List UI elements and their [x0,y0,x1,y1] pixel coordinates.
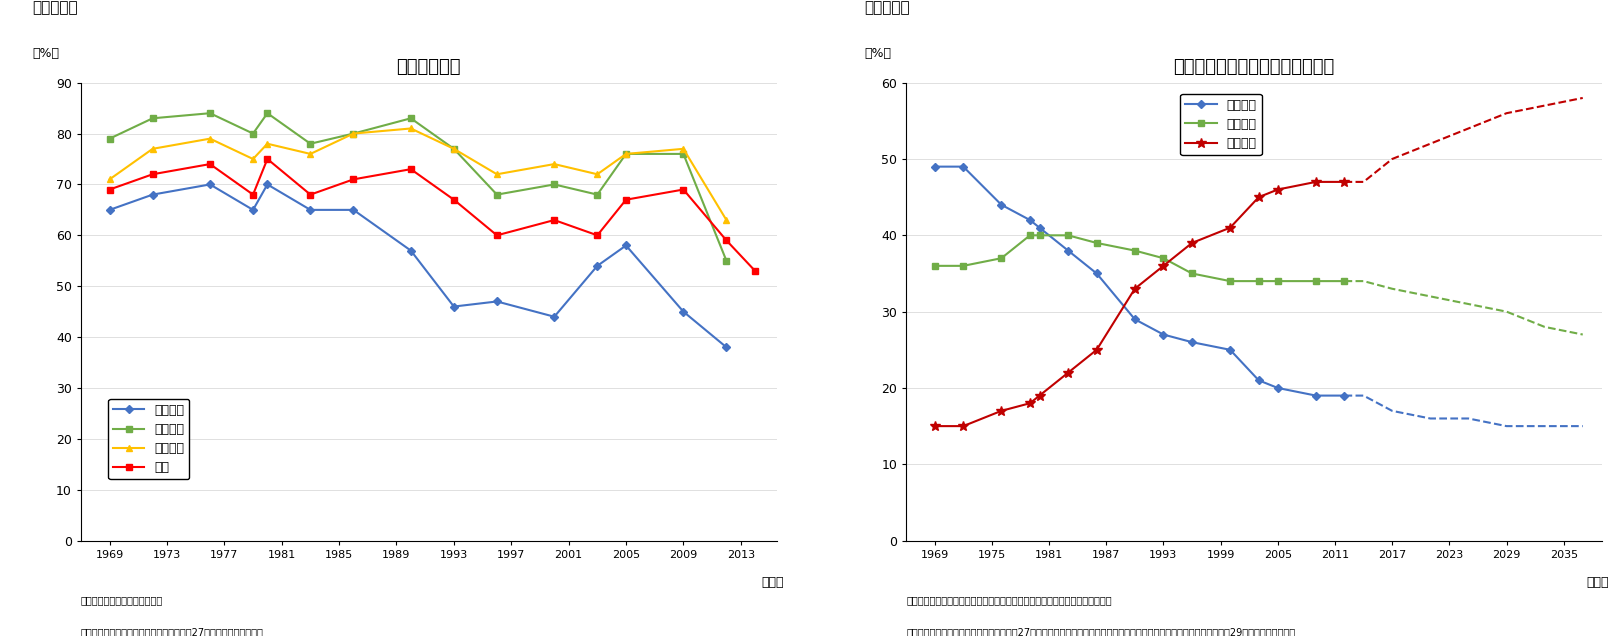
Text: （図表４）: （図表４） [32,0,78,15]
Text: （注）衆議院議員総選挙の数値: （注）衆議院議員総選挙の数値 [81,595,163,605]
Text: （注）衆議院議員総選挙の値。推計は、人口推計に直近の投票率を用いて計算: （注）衆議院議員総選挙の値。推計は、人口推計に直近の投票率を用いて計算 [906,595,1112,605]
Legend: 若者世代, 中間世代, 高齢世代: 若者世代, 中間世代, 高齢世代 [1181,93,1262,155]
Legend: 若者世代, 中間世代, 高齢世代, 全体: 若者世代, 中間世代, 高齢世代, 全体 [108,399,189,480]
Text: （年）: （年） [1586,576,1608,590]
Text: （図表５）: （図表５） [864,0,909,15]
Text: （資料）総務省「選挙関連資料」、「平成27年国勢調査」、国立社会保障・人口問題研究所「日本の将来推計人口（平成29年推計）」より推計: （資料）総務省「選挙関連資料」、「平成27年国勢調査」、国立社会保障・人口問題研… [906,628,1294,636]
Text: （資料）総務省「選挙関連資料」、「平成27年国勢調査」より推計: （資料）総務省「選挙関連資料」、「平成27年国勢調査」より推計 [81,628,264,636]
Text: （%）: （%） [32,47,60,60]
Title: 年齢別投票率: 年齢別投票率 [396,58,461,76]
Title: 投票者数に占める年代ごと投票数: 投票者数に占める年代ごと投票数 [1173,58,1335,76]
Text: （%）: （%） [864,47,892,60]
Text: （年）: （年） [760,576,783,590]
